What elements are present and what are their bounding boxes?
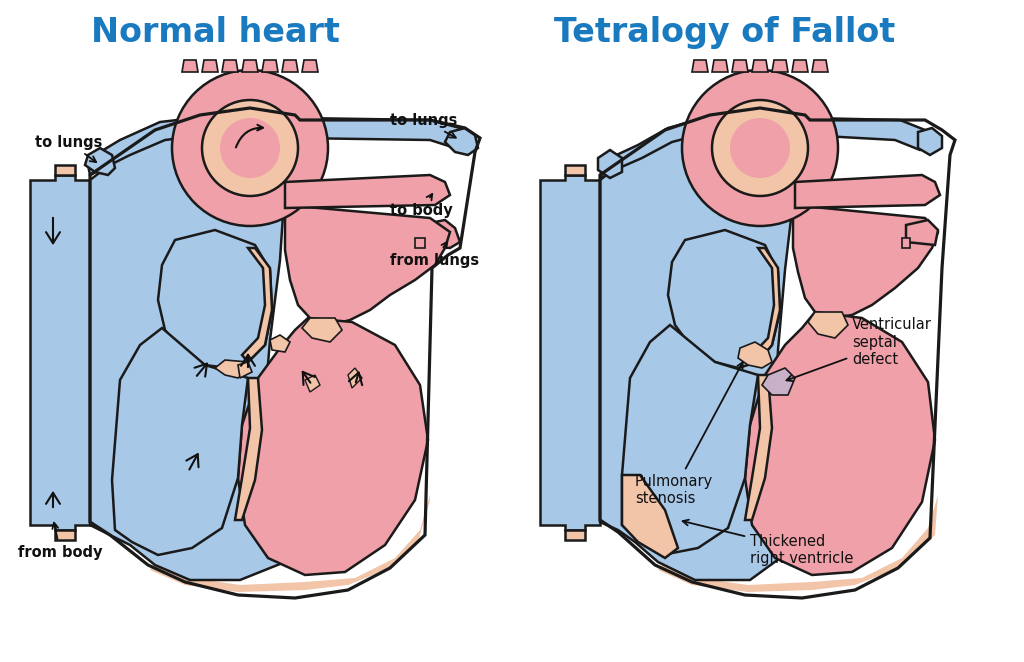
Polygon shape (150, 495, 430, 592)
Polygon shape (238, 318, 428, 575)
Polygon shape (348, 368, 362, 388)
Text: from body: from body (18, 523, 102, 559)
Text: Tetralogy of Fallot: Tetralogy of Fallot (554, 15, 896, 48)
Polygon shape (812, 60, 828, 72)
Polygon shape (795, 175, 940, 208)
Text: to lungs: to lungs (390, 113, 458, 138)
Polygon shape (112, 328, 248, 555)
Polygon shape (270, 108, 465, 148)
Polygon shape (55, 530, 75, 540)
Polygon shape (622, 325, 758, 555)
Polygon shape (762, 368, 795, 395)
Polygon shape (238, 362, 252, 378)
Text: from lungs: from lungs (390, 242, 479, 267)
Polygon shape (752, 60, 768, 72)
Polygon shape (55, 165, 75, 175)
Polygon shape (88, 118, 205, 175)
Polygon shape (752, 248, 780, 362)
Polygon shape (182, 60, 198, 72)
Polygon shape (302, 318, 342, 342)
Polygon shape (270, 335, 290, 352)
Polygon shape (745, 375, 772, 520)
Text: Normal heart: Normal heart (90, 15, 339, 48)
Text: Pulmonary
stenosis: Pulmonary stenosis (635, 362, 742, 506)
Polygon shape (692, 60, 708, 72)
Polygon shape (282, 60, 298, 72)
Polygon shape (262, 60, 278, 72)
Polygon shape (738, 342, 772, 368)
Polygon shape (285, 175, 450, 208)
Polygon shape (793, 205, 938, 318)
Polygon shape (902, 238, 910, 248)
Polygon shape (565, 530, 585, 540)
Polygon shape (780, 108, 930, 150)
Polygon shape (808, 312, 848, 338)
Polygon shape (30, 175, 90, 530)
Polygon shape (242, 248, 272, 362)
Circle shape (712, 100, 808, 196)
Text: to body: to body (390, 194, 453, 218)
Polygon shape (732, 60, 748, 72)
Circle shape (172, 70, 328, 226)
Polygon shape (745, 312, 935, 575)
Polygon shape (85, 148, 115, 175)
Polygon shape (772, 60, 788, 72)
Circle shape (730, 118, 790, 178)
Polygon shape (285, 205, 450, 325)
Polygon shape (415, 238, 425, 248)
Polygon shape (668, 230, 780, 368)
Polygon shape (598, 150, 622, 178)
Polygon shape (565, 165, 585, 175)
Polygon shape (540, 175, 600, 530)
Circle shape (220, 118, 280, 178)
Polygon shape (622, 475, 678, 558)
Polygon shape (445, 128, 478, 155)
Circle shape (682, 70, 838, 226)
Polygon shape (158, 230, 272, 368)
Polygon shape (792, 60, 808, 72)
Polygon shape (234, 378, 262, 520)
Polygon shape (222, 60, 238, 72)
Polygon shape (242, 60, 258, 72)
Text: to lungs: to lungs (35, 134, 102, 162)
Polygon shape (918, 128, 942, 155)
Polygon shape (202, 60, 218, 72)
Text: Ventricular
septal
defect: Ventricular septal defect (786, 317, 932, 381)
Circle shape (202, 100, 298, 196)
Polygon shape (600, 108, 805, 580)
Polygon shape (712, 60, 728, 72)
Polygon shape (658, 495, 938, 592)
Polygon shape (90, 108, 295, 580)
Polygon shape (302, 60, 318, 72)
Text: Thickened
right ventricle: Thickened right ventricle (683, 520, 853, 566)
Polygon shape (420, 220, 460, 248)
Polygon shape (906, 220, 938, 245)
Polygon shape (215, 360, 248, 378)
Polygon shape (600, 118, 710, 178)
Polygon shape (305, 375, 321, 392)
